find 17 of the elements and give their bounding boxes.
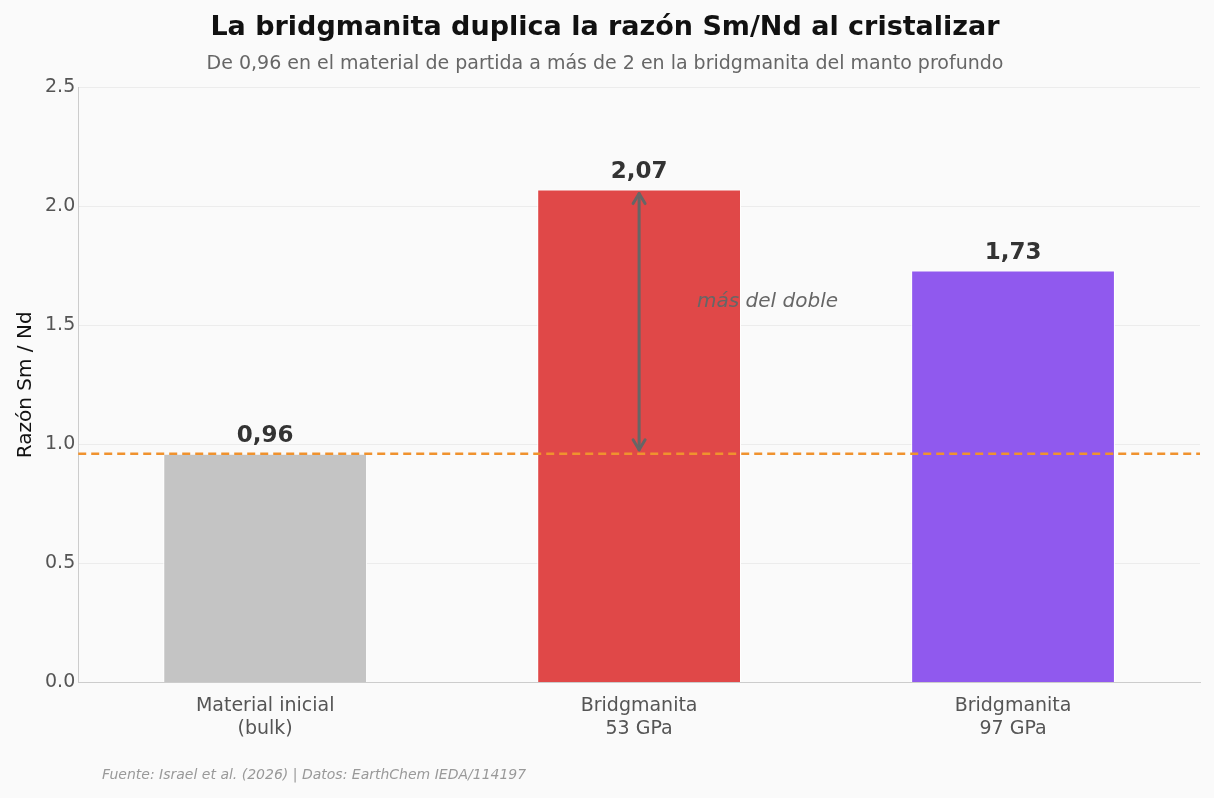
y-tick-label: 1.0: [45, 431, 76, 454]
y-tick-label: 2.5: [45, 74, 76, 97]
data-label: 2,07: [610, 157, 668, 184]
data-label: 1,73: [984, 237, 1042, 264]
annotation: más del doble: [697, 287, 839, 312]
chart-subtitle: De 0,96 en el material de partida a más de 2 en la bridgmanita del manto profundo: [206, 50, 1004, 73]
source-note: Fuente: Israel et al. (2026) | Datos: EarthChem IEDA/114197: [102, 766, 527, 783]
y-axis-title: Razón Sm / Nd: [12, 311, 37, 459]
y-tick-label: 0.0: [45, 669, 76, 692]
y-tick-label: 0.5: [45, 550, 76, 573]
y-tick-label: 1.5: [45, 312, 76, 335]
x-tick-label: Material inicial (bulk): [195, 692, 335, 738]
x-tick-label: Bridgmanita 53 GPa: [580, 692, 698, 738]
y-tick-label: 2.0: [45, 193, 76, 216]
x-tick-label: Bridgmanita 97 GPa: [954, 692, 1072, 738]
chart-title: La bridgmanita duplica la razón Sm/Nd al cristalizar: [210, 10, 1001, 42]
data-label: 0,96: [236, 421, 294, 448]
